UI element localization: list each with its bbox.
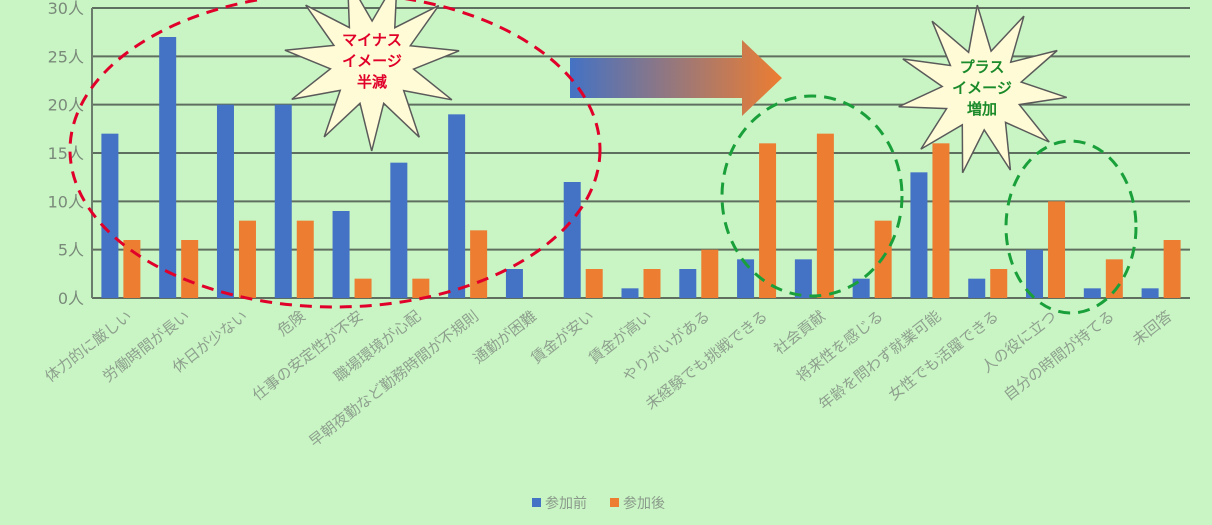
bar-before: [563, 182, 581, 298]
y-tick-label: 5人: [58, 241, 84, 260]
bar-before: [216, 104, 234, 299]
x-tick-label: 通勤が困難: [470, 307, 540, 367]
bar-before: [448, 114, 466, 298]
bar-after: [1163, 240, 1181, 298]
bar-after: [932, 143, 950, 298]
bar-after: [1048, 201, 1066, 298]
gridlines: [91, 7, 1190, 299]
bar-before: [274, 104, 292, 299]
y-tick-label: 15人: [48, 144, 84, 163]
bar-before: [505, 269, 523, 298]
bar-before: [794, 259, 812, 298]
bar-before: [737, 259, 755, 298]
bar-before: [1083, 288, 1101, 298]
plus-burst-text: 増加: [967, 100, 997, 118]
x-tick-label: 賃金が安い: [527, 307, 597, 367]
legend: 参加前 参加後: [532, 495, 665, 512]
right-arrow: [570, 40, 782, 116]
bar-after: [701, 249, 719, 298]
bar-before: [1026, 249, 1044, 298]
bar-after: [1105, 259, 1123, 298]
plus-highlight-ellipse: [1004, 139, 1138, 315]
y-tick-label: 25人: [48, 47, 84, 66]
plus-burst-text: イメージ: [952, 79, 1012, 97]
bar-before: [621, 288, 639, 298]
bar-after: [816, 133, 834, 298]
bar-before: [910, 172, 928, 298]
bar-after: [181, 240, 199, 298]
legend-swatch: [610, 498, 619, 507]
minus-highlight-ellipse: [68, 0, 602, 309]
plus-burst-text: プラス: [960, 58, 1005, 76]
bar-before: [679, 269, 697, 298]
y-tick-label: 10人: [48, 192, 84, 211]
bar-before: [968, 278, 986, 298]
minus-burst-shape: [284, 0, 460, 152]
bar-after: [354, 278, 372, 298]
bar-after: [585, 269, 603, 298]
bar-after: [759, 143, 777, 298]
bars: [101, 37, 1181, 299]
minus-burst-text: イメージ: [342, 52, 402, 70]
plus-highlight-ellipse: [720, 94, 904, 298]
minus-burst-text: 半減: [357, 73, 387, 91]
legend-label: 参加前: [545, 495, 587, 512]
bar-after: [990, 269, 1008, 298]
bar-after: [296, 220, 314, 298]
y-tick-label: 20人: [48, 96, 84, 115]
bar-before: [101, 133, 119, 298]
x-tick-label: 未回答: [1129, 307, 1176, 349]
bar-before: [1141, 288, 1159, 298]
plus-burst-shape: [898, 4, 1067, 174]
legend-label: 参加後: [623, 495, 665, 512]
bar-before: [332, 211, 350, 298]
bar-before: [390, 162, 408, 298]
y-axis-ticks: 0人 5人 10人 15人 20人 25人 30人: [48, 0, 84, 308]
x-tick-label: 危険: [274, 307, 309, 340]
bar-before: [852, 278, 870, 298]
bar-after: [238, 220, 256, 298]
bar-after: [470, 230, 488, 298]
bar-after: [643, 269, 661, 298]
legend-swatch: [532, 498, 541, 507]
y-tick-label: 30人: [48, 0, 84, 18]
bar-after: [412, 278, 430, 298]
bar-after: [123, 240, 141, 298]
bar-before: [159, 37, 177, 298]
y-tick-label: 0人: [58, 289, 84, 308]
minus-burst-text: マイナス: [342, 31, 402, 49]
